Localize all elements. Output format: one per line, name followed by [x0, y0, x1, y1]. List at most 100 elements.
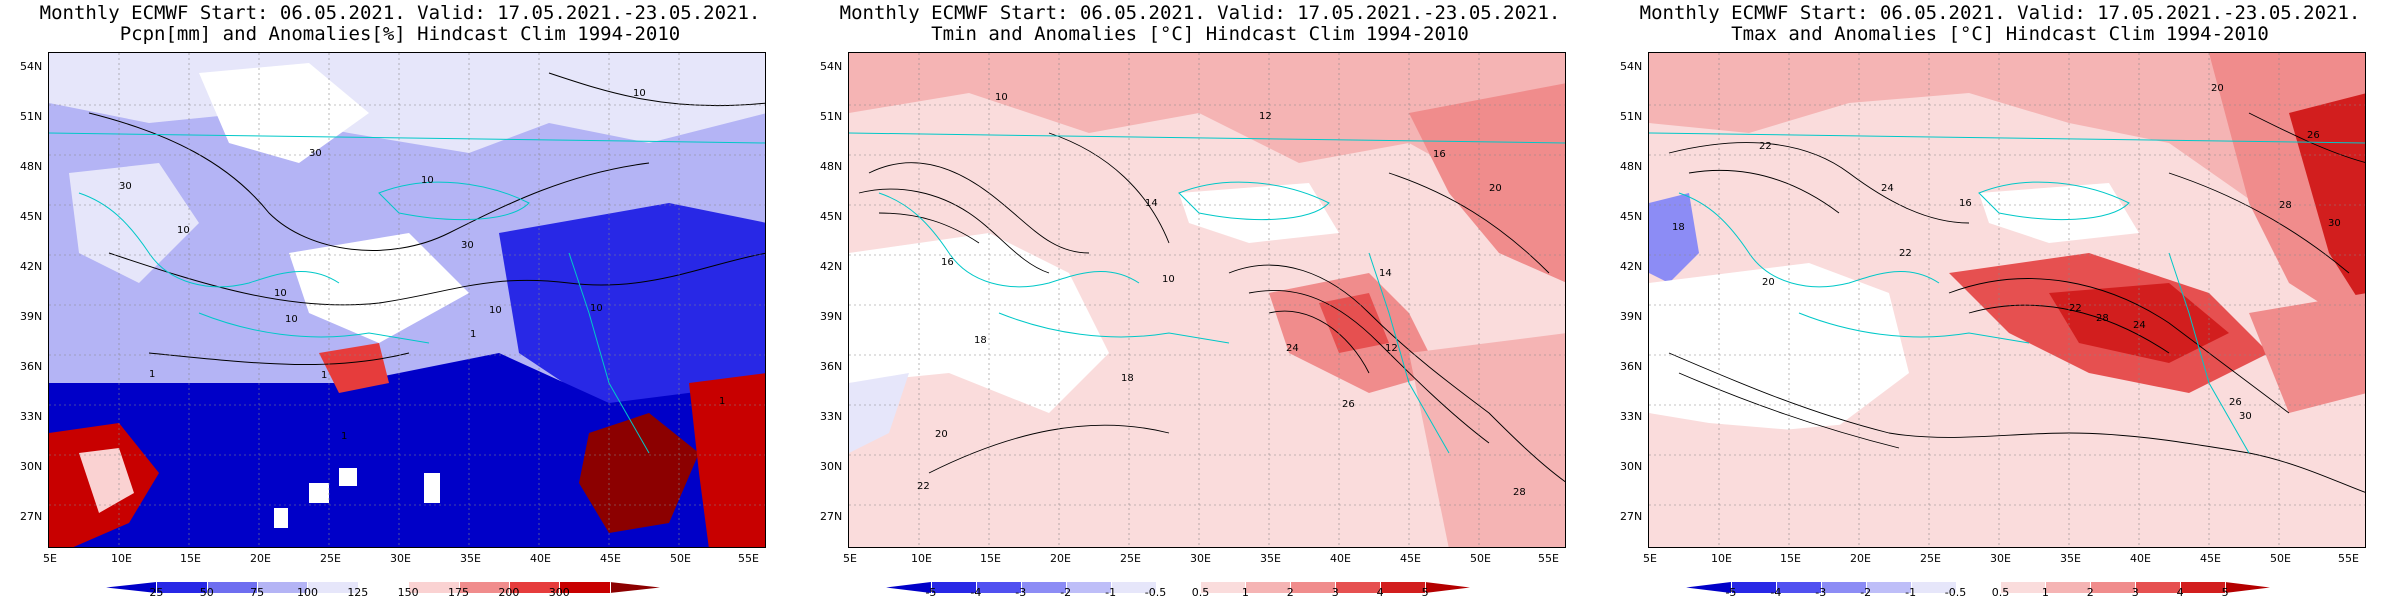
- colorbar-segment: [1290, 582, 1336, 593]
- contour-label: 30: [2239, 411, 2252, 422]
- colorbar-segment: [307, 582, 358, 593]
- lat-label: 45N: [1620, 210, 1643, 223]
- colorbar-tick-label: 25: [149, 586, 164, 599]
- lon-label: 50E: [1470, 552, 1491, 565]
- colorbar-segment: [1955, 582, 2001, 593]
- colorbar-tick-label: 200: [498, 586, 520, 599]
- colorbar-segment: [1686, 582, 1731, 593]
- panel-title-line2: Pcpn[mm] and Anomalies[%] Hindcast Clim …: [119, 23, 681, 45]
- contour-label: 1: [470, 329, 476, 340]
- colorbar-segment: [1775, 582, 1821, 593]
- contour-label: 28: [2096, 313, 2109, 324]
- colorbar-tick-label: -1: [1105, 586, 1117, 599]
- lat-label: 48N: [20, 160, 43, 173]
- colorbar-tick-label: -4: [970, 586, 982, 599]
- colorbar-tick-label: 125: [347, 586, 369, 599]
- contour-label: 22: [1759, 141, 1772, 152]
- contour-label: 20: [2211, 83, 2224, 94]
- lat-label: 39N: [20, 310, 43, 323]
- contour-labels: 10 30 10 10 30 10 10 1 1 1 1 1 10 30 10: [119, 88, 725, 442]
- colorbar-segment: [1380, 582, 1426, 593]
- lat-label: 30N: [1620, 460, 1643, 473]
- contour-label: 26: [1342, 399, 1355, 410]
- colorbar-segment: [257, 582, 308, 593]
- contour-label: 16: [1959, 198, 1972, 209]
- contour-label: 12: [1259, 111, 1272, 122]
- tmax-panel: Monthly ECMWF Start: 06.05.2021. Valid: …: [1600, 0, 2400, 600]
- colorbar-segment: [206, 582, 258, 593]
- precipitation-field: 10 30 10 10 30 10 10 1 1 1 1 1 10 30 10: [49, 53, 765, 547]
- colorbar-tick-label: -1: [1905, 586, 1917, 599]
- lat-label: 51N: [1620, 110, 1643, 123]
- contour-label: 10: [274, 288, 287, 299]
- panel-title-line2: Tmin and Anomalies [°C] Hindcast Clim 19…: [931, 23, 1469, 45]
- colorbar: [886, 582, 1470, 593]
- lat-label: 27N: [1620, 510, 1643, 523]
- lon-label: 25E: [1120, 552, 1141, 565]
- colorbar-segment: [609, 582, 660, 593]
- contour-label: 22: [1899, 248, 1912, 259]
- contour-label: 10: [590, 303, 603, 314]
- contour-label: 24: [1881, 183, 1894, 194]
- lon-label: 5E: [1643, 552, 1657, 565]
- lat-label: 36N: [20, 360, 43, 373]
- colorbar-tick-label: -0.5: [1144, 586, 1167, 599]
- lon-label: 25E: [320, 552, 341, 565]
- contour-label: 18: [1121, 373, 1134, 384]
- colorbar-segment: [1820, 582, 1866, 593]
- lat-label: 48N: [820, 160, 843, 173]
- colorbar-tick-label: -0.5: [1944, 586, 1967, 599]
- colorbar-tick-label: 4: [1376, 586, 1384, 599]
- colorbar-segment: [1155, 582, 1201, 593]
- contour-labels: 10 12 14 16 18 20 22 24 26 28 12 14 10 1…: [917, 92, 1526, 498]
- lon-label: 5E: [843, 552, 857, 565]
- lat-label: 54N: [1620, 60, 1643, 73]
- tmax-field: 20 22 24 26 28 30 18 16 22 24 26 28 30 2…: [1649, 53, 2365, 547]
- colorbar-segment: [2135, 582, 2181, 593]
- lon-label: 55E: [1538, 552, 1559, 565]
- lon-label: 15E: [1780, 552, 1801, 565]
- colorbar-segment: [357, 582, 409, 593]
- contour-label: 30: [309, 148, 322, 159]
- lat-label: 45N: [820, 210, 843, 223]
- contour-label: 20: [935, 429, 948, 440]
- colorbar-tick-label: -3: [1015, 586, 1027, 599]
- colorbar-segment: [1425, 582, 1470, 593]
- lon-label: 30E: [1190, 552, 1211, 565]
- lon-label: 25E: [1920, 552, 1941, 565]
- contour-label: 28: [2279, 200, 2292, 211]
- colorbar-tick-label: -5: [925, 586, 937, 599]
- lat-label: 36N: [820, 360, 843, 373]
- colorbar-segment: [1335, 582, 1381, 593]
- lat-label: 27N: [820, 510, 843, 523]
- contour-label: 24: [1286, 343, 1299, 354]
- contour-label: 20: [1489, 183, 1502, 194]
- colorbar-tick-label: 75: [250, 586, 265, 599]
- colorbar-tick-label: 3: [1331, 586, 1339, 599]
- lat-label: 30N: [20, 460, 43, 473]
- colorbar-tick-label: 175: [448, 586, 470, 599]
- precipitation-map[interactable]: 10 30 10 10 30 10 10 1 1 1 1 1 10 30 10: [48, 52, 766, 548]
- lon-label: 20E: [1850, 552, 1871, 565]
- contour-label: 14: [1145, 198, 1158, 209]
- contour-label: 10: [421, 175, 434, 186]
- lat-label: 33N: [1620, 410, 1643, 423]
- colorbar-tick-label: 1: [1241, 586, 1249, 599]
- colorbar-tick-label: 100: [296, 586, 318, 599]
- lon-label: 20E: [250, 552, 271, 565]
- contour-label: 26: [2229, 397, 2242, 408]
- colorbar-segment: [1245, 582, 1291, 593]
- tmin-map[interactable]: 10 12 14 16 18 20 22 24 26 28 12 14 10 1…: [848, 52, 1566, 548]
- contour-label: 10: [285, 314, 298, 325]
- lat-label: 42N: [820, 260, 843, 273]
- tmax-map[interactable]: 20 22 24 26 28 30 18 16 22 24 26 28 30 2…: [1648, 52, 2366, 548]
- colorbar-tick-label: -3: [1815, 586, 1827, 599]
- colorbar-segment: [2000, 582, 2046, 593]
- colorbar: [1686, 582, 2270, 593]
- lon-label: 35E: [2060, 552, 2081, 565]
- colorbar-tick-label: 1: [2041, 586, 2049, 599]
- lat-label: 51N: [20, 110, 43, 123]
- contour-label: 30: [119, 181, 132, 192]
- lon-label: 55E: [2338, 552, 2359, 565]
- lon-label: 40E: [2130, 552, 2151, 565]
